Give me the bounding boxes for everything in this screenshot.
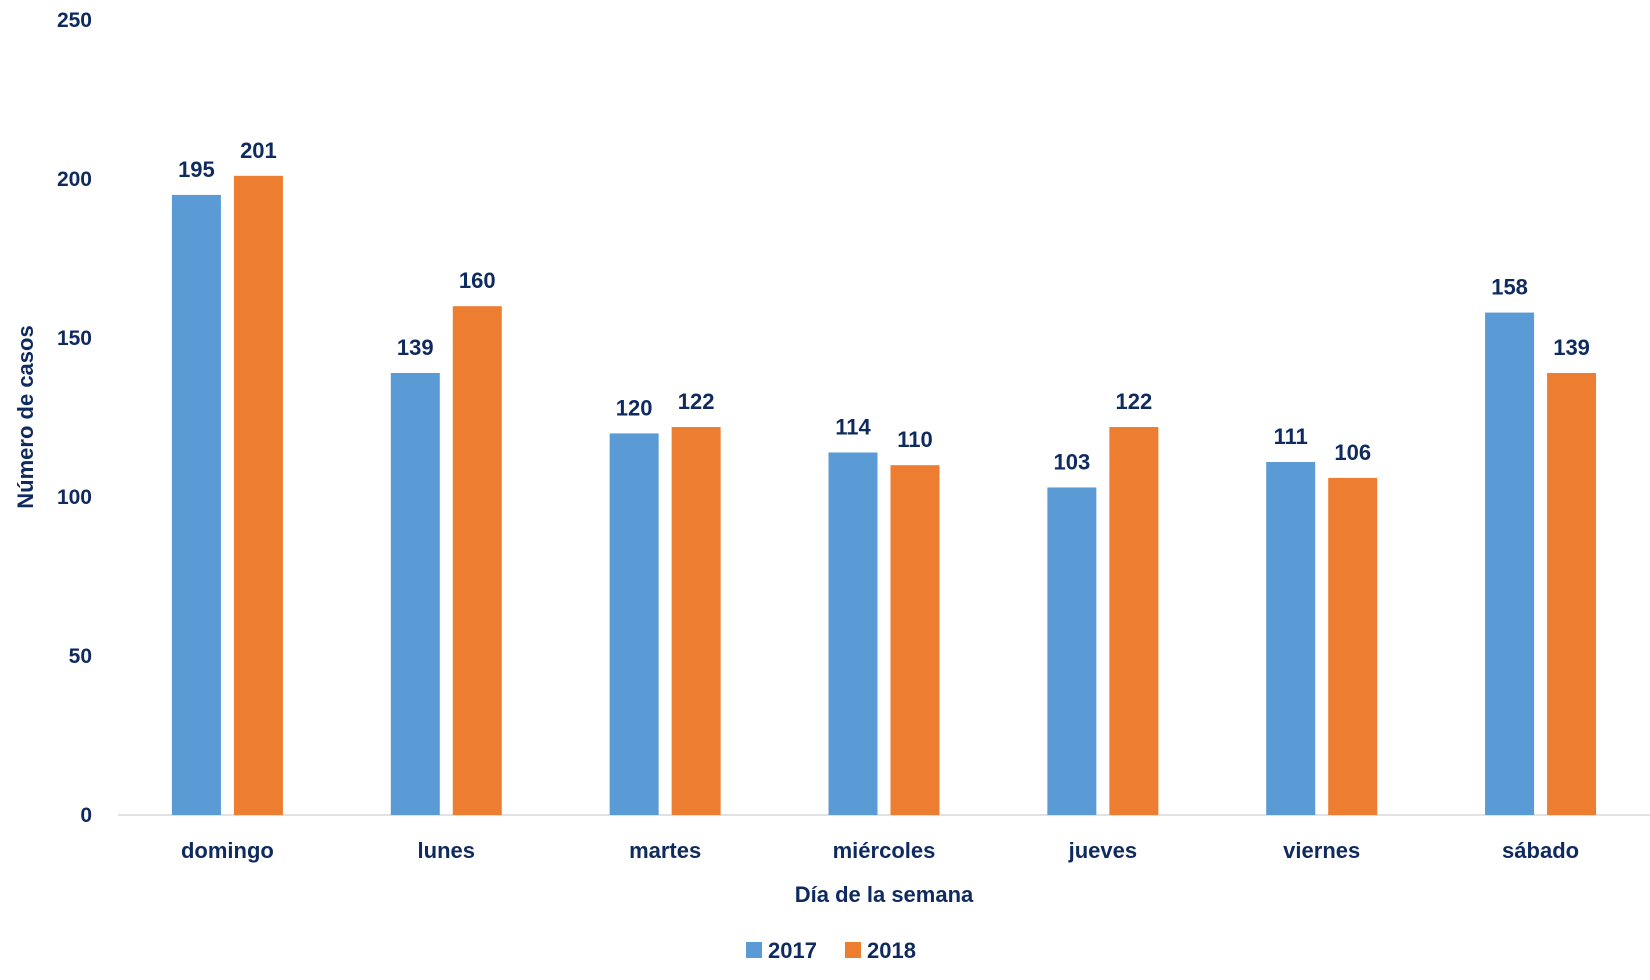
bar-2017-domingo [171, 194, 221, 815]
legend-label-2018: 2018 [867, 938, 916, 963]
bar-2017-martes [609, 433, 659, 815]
bar-2017-lunes [390, 372, 440, 815]
data-label-2017-martes: 120 [616, 395, 653, 420]
bar-2018-jueves [1109, 427, 1159, 815]
x-tick-label: viernes [1283, 838, 1360, 863]
x-tick-label: domingo [181, 838, 274, 863]
legend-label-2017: 2017 [768, 938, 817, 963]
bar-2017-viernes [1266, 462, 1316, 815]
data-label-2017-miércoles: 114 [835, 414, 871, 439]
data-labels: 195 201 139 160 120 122 114 110 103 122 111 106 158 1… [178, 138, 1590, 475]
data-label-2018-jueves: 122 [1115, 389, 1152, 414]
bar-2018-domingo [233, 175, 283, 815]
data-label-2018-domingo: 201 [240, 138, 277, 163]
data-label-2017-domingo: 195 [178, 157, 215, 182]
legend-swatch-2018 [845, 942, 861, 958]
y-axis-ticks: 0 50 100 150 200 250 [57, 9, 92, 827]
data-label-2018-miércoles: 110 [897, 427, 933, 452]
bar-2017-jueves [1047, 487, 1097, 815]
data-label-2018-lunes: 160 [459, 268, 496, 293]
y-tick-label: 50 [69, 645, 92, 668]
y-tick-label: 150 [57, 327, 92, 350]
legend-swatch-2017 [746, 942, 762, 958]
data-label-2017-viernes: 111 [1274, 424, 1308, 449]
y-tick-label: 0 [80, 804, 92, 827]
y-axis-title: Número de casos [13, 325, 38, 508]
x-tick-label: sábado [1502, 838, 1579, 863]
bar-2017-sábado [1485, 312, 1535, 815]
data-label-2018-martes: 122 [678, 389, 715, 414]
bar-2018-lunes [452, 306, 502, 815]
data-label-2017-jueves: 103 [1053, 449, 1090, 474]
bar-2018-martes [671, 427, 721, 815]
data-label-2018-viernes: 106 [1334, 440, 1371, 465]
bar-2018-miércoles [890, 465, 940, 815]
y-tick-label: 100 [57, 486, 92, 509]
x-tick-label: miércoles [833, 838, 936, 863]
bars [171, 175, 1597, 815]
y-tick-label: 250 [57, 9, 92, 32]
x-axis-categories: domingo lunes martes miércoles jueves viernes… [181, 838, 1579, 863]
bar-2017-miércoles [828, 452, 878, 815]
data-label-2017-lunes: 139 [397, 335, 434, 360]
data-label-2018-sábado: 139 [1553, 335, 1590, 360]
bar-2018-sábado [1547, 372, 1597, 815]
legend: 2017 2018 [746, 938, 916, 963]
x-axis-title: Día de la semana [795, 882, 974, 907]
x-tick-label: martes [629, 838, 701, 863]
bar-2018-viernes [1328, 477, 1378, 815]
y-tick-label: 200 [57, 168, 92, 191]
x-tick-label: jueves [1068, 838, 1138, 863]
x-tick-label: lunes [418, 838, 475, 863]
data-label-2017-sábado: 158 [1491, 275, 1528, 300]
